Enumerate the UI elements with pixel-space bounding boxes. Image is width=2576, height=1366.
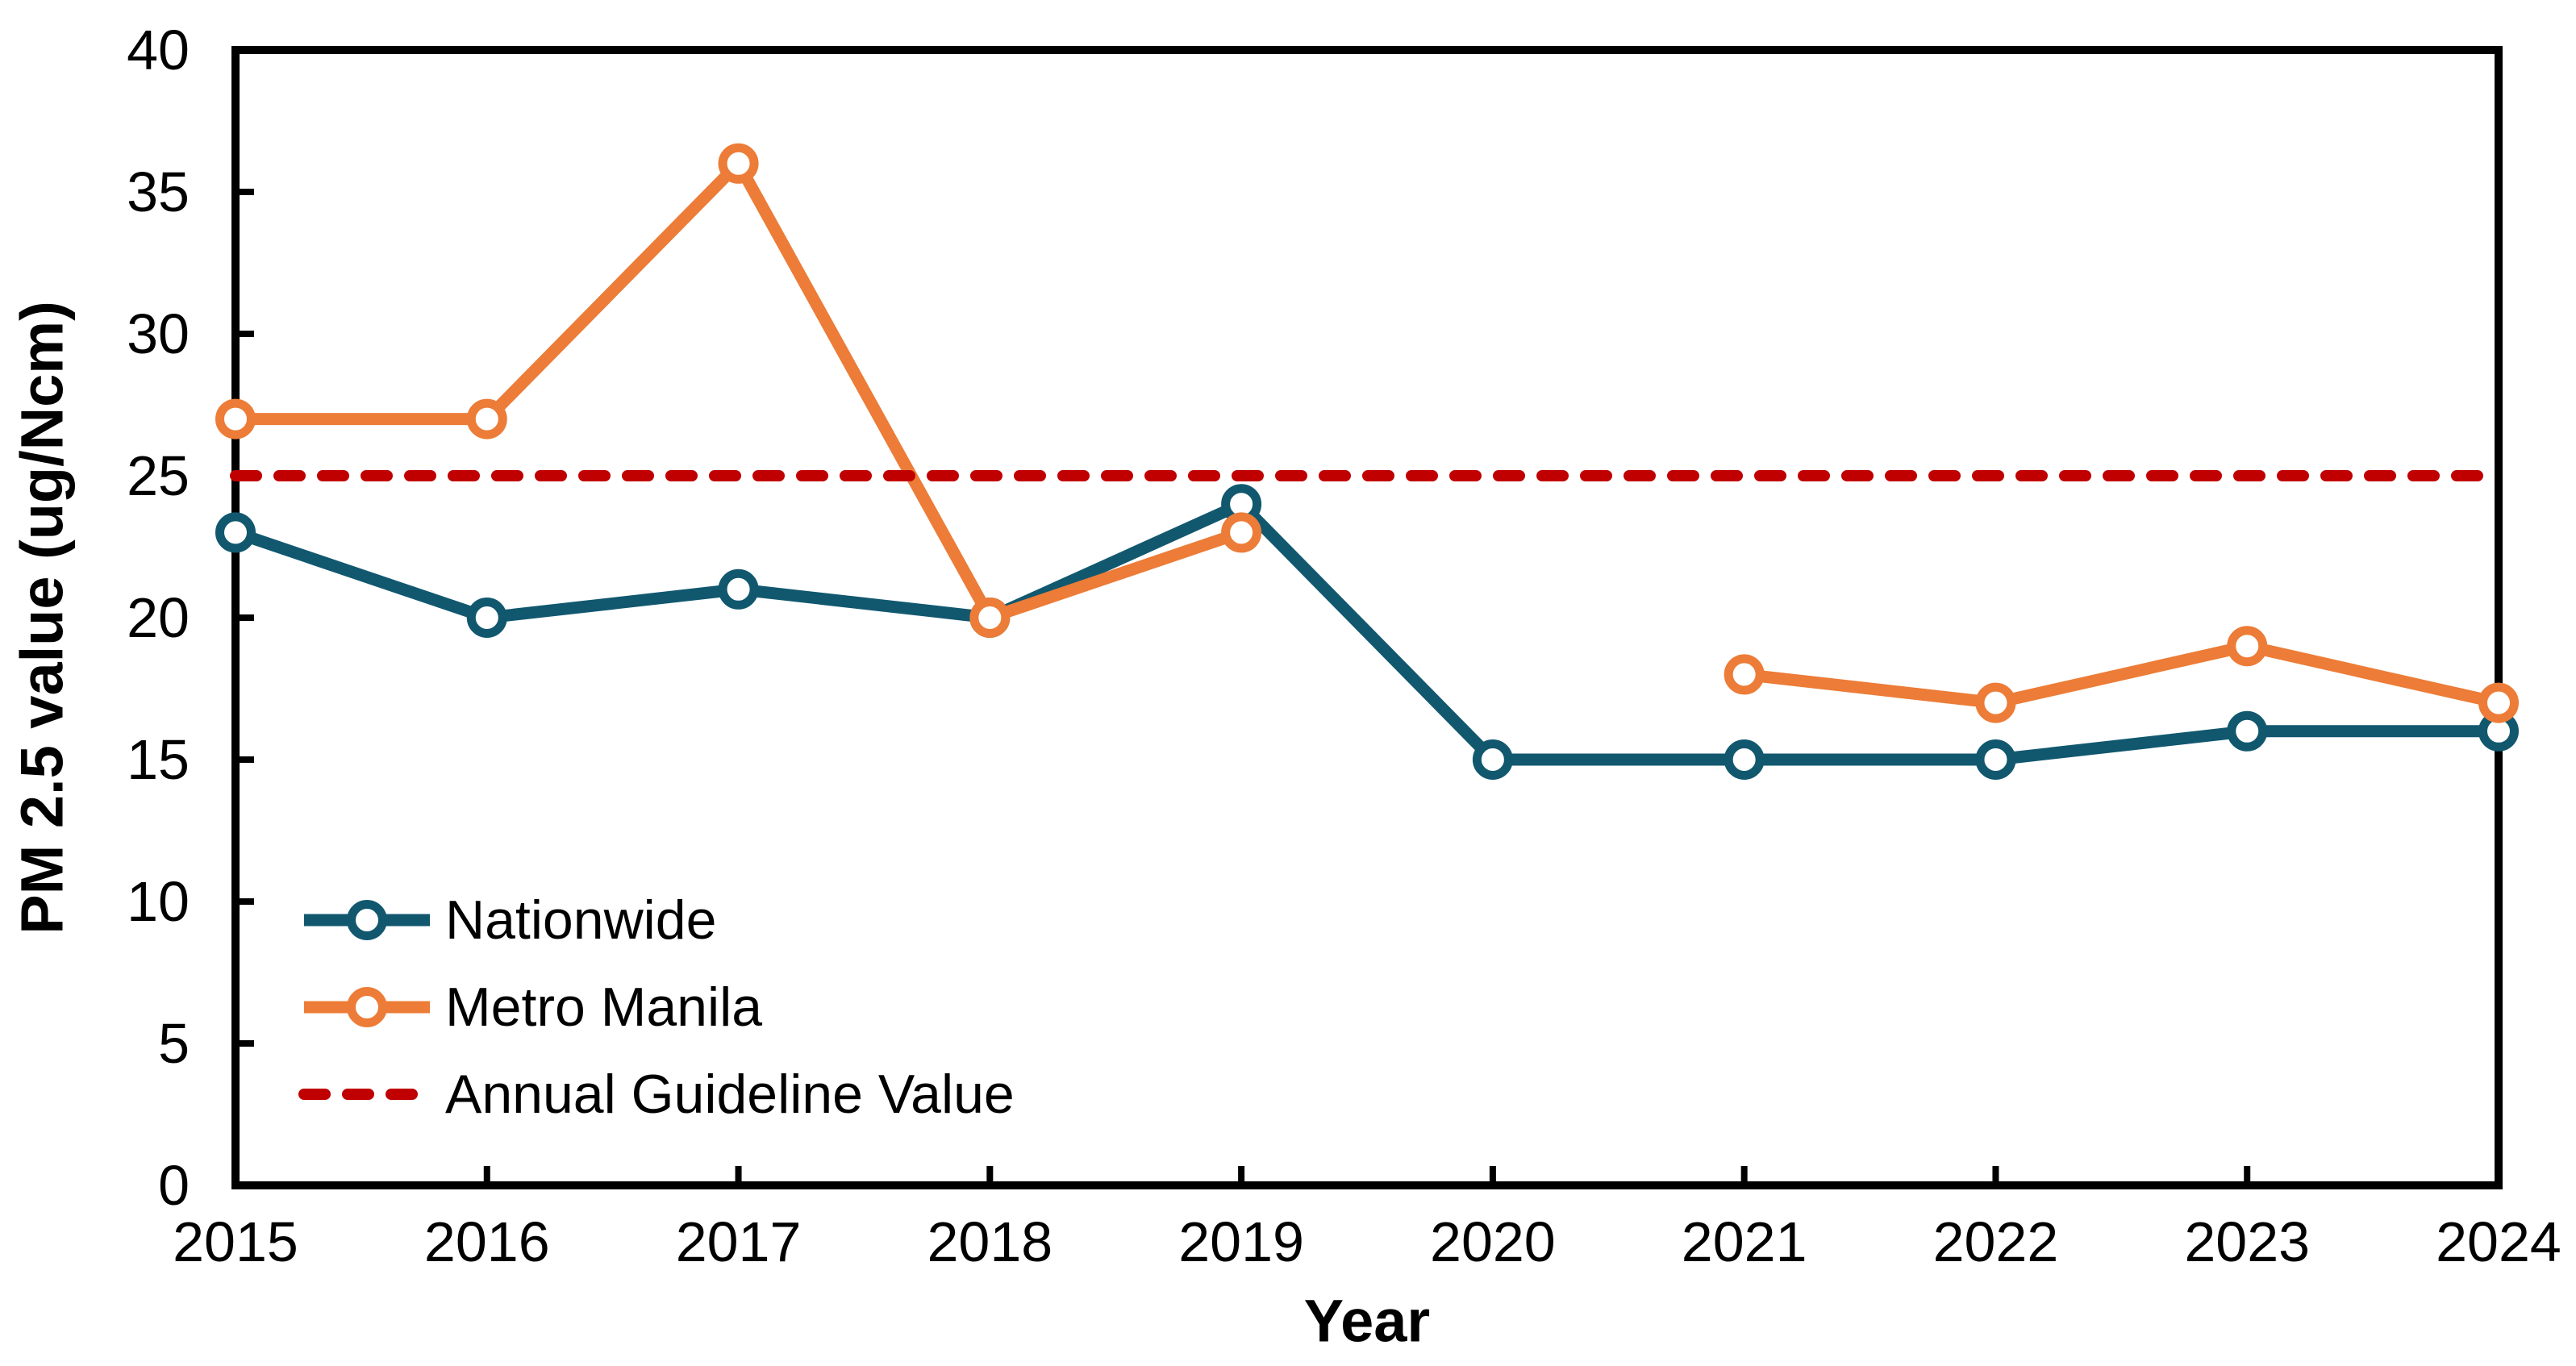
y-tick-label: 20 [127,586,190,649]
metro-manila-marker [2478,682,2519,723]
y-tick-label: 25 [127,444,190,507]
metro-manila-marker [969,598,1011,638]
y-tick-label: 10 [127,870,190,933]
x-tick-label: 2023 [2184,1210,2310,1273]
metro-manila-line [236,157,1244,624]
nationwide-marker [1724,739,1765,780]
metro-manila-marker [215,398,256,439]
metro-manila-marker [1221,512,1262,553]
legend-label: Metro Manila [445,977,762,1038]
nationwide-marker [1472,739,1513,780]
y-axis-title: PM 2.5 value (ug/Ncm) [9,301,76,934]
nationwide-marker [466,598,507,638]
y-tick-label: 30 [127,302,190,365]
metro-manila-marker [2227,626,2268,667]
x-tick-label: 2021 [1682,1210,1807,1273]
x-tick-label: 2018 [927,1210,1052,1273]
y-tick-label: 0 [158,1154,190,1217]
legend-label: Annual Guideline Value [445,1064,1015,1125]
legend-label: Nationwide [445,889,716,951]
x-tick-label: 2015 [173,1210,298,1273]
metro-manila-marker [1975,682,2016,723]
metro-manila-marker [466,398,507,439]
y-tick-label: 15 [127,728,190,791]
x-tick-label: 2022 [1933,1210,2059,1273]
nationwide-marker [215,512,256,553]
legend-marker-icon [347,900,387,940]
y-tick-label: 5 [158,1012,190,1075]
nationwide-line [233,498,2499,766]
metro-manila-line [1743,639,2500,710]
x-axis-title: Year [1304,1288,1430,1355]
nationwide-marker [718,568,759,610]
y-tick-label: 40 [127,19,190,81]
x-tick-label: 2016 [424,1210,550,1273]
y-tick-label: 35 [127,160,190,223]
nationwide-marker [1975,739,2016,780]
x-tick-label: 2020 [1430,1210,1556,1273]
nationwide-marker [2227,710,2268,752]
legend-marker-icon [347,987,387,1027]
x-tick-label: 2019 [1178,1210,1304,1273]
x-tick-label: 2024 [2436,1210,2561,1273]
metro-manila-marker [718,143,759,184]
x-tick-label: 2017 [676,1210,802,1273]
metro-manila-marker [1724,654,1765,695]
